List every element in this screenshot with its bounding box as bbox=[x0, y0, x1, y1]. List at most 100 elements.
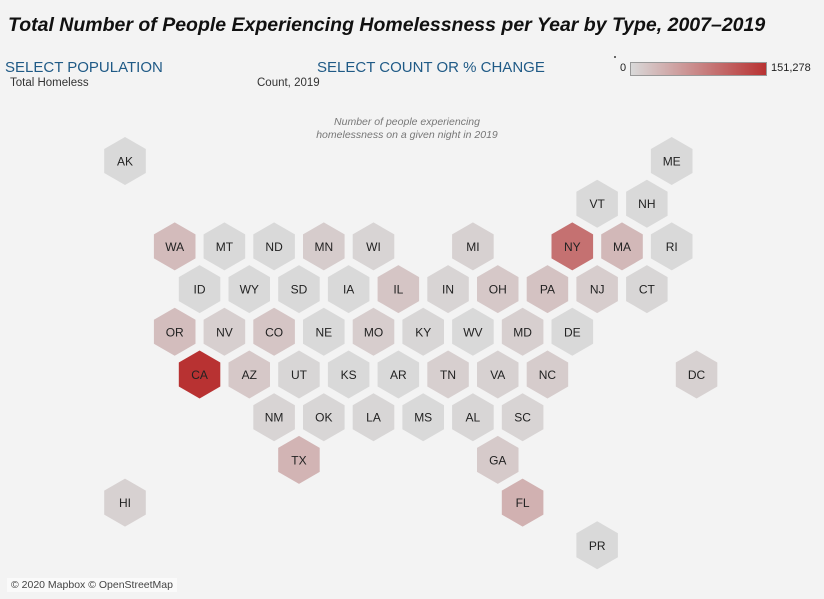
state-hex[interactable] bbox=[427, 265, 469, 314]
state-tile-ne[interactable]: NE bbox=[303, 307, 345, 356]
state-tile-tx[interactable]: TX bbox=[278, 435, 320, 484]
state-hex[interactable] bbox=[601, 222, 643, 271]
state-hex[interactable] bbox=[377, 265, 420, 314]
state-hex[interactable] bbox=[650, 137, 693, 185]
state-hex[interactable] bbox=[526, 265, 569, 314]
state-hex[interactable] bbox=[178, 265, 221, 314]
state-tile-nv[interactable]: NV bbox=[203, 307, 246, 356]
state-hex[interactable] bbox=[576, 179, 618, 228]
state-tile-mi[interactable]: MI bbox=[452, 222, 494, 271]
state-hex[interactable] bbox=[477, 435, 519, 484]
state-tile-tn[interactable]: TN bbox=[427, 350, 469, 399]
state-hex[interactable] bbox=[153, 307, 196, 356]
state-hex[interactable] bbox=[253, 307, 295, 356]
state-hex[interactable] bbox=[327, 350, 370, 399]
state-hex[interactable] bbox=[153, 222, 196, 271]
state-hex[interactable] bbox=[576, 521, 618, 570]
state-tile-la[interactable]: LA bbox=[352, 393, 395, 442]
state-tile-id[interactable]: ID bbox=[178, 265, 221, 314]
state-tile-ar[interactable]: AR bbox=[377, 350, 420, 399]
state-tile-pr[interactable]: PR bbox=[576, 521, 618, 570]
state-tile-ky[interactable]: KY bbox=[402, 307, 444, 356]
state-hex[interactable] bbox=[551, 222, 594, 271]
state-hex[interactable] bbox=[352, 307, 395, 356]
state-tile-or[interactable]: OR bbox=[153, 307, 196, 356]
state-hex[interactable] bbox=[626, 265, 668, 314]
state-hex[interactable] bbox=[427, 350, 469, 399]
state-tile-me[interactable]: ME bbox=[650, 137, 693, 185]
state-hex[interactable] bbox=[228, 350, 271, 399]
state-hex[interactable] bbox=[352, 393, 395, 442]
state-tile-de[interactable]: DE bbox=[551, 307, 594, 356]
state-tile-md[interactable]: MD bbox=[501, 307, 544, 356]
state-tile-vt[interactable]: VT bbox=[576, 179, 618, 228]
count-dropdown-value[interactable]: Count, 2019 bbox=[257, 77, 320, 89]
state-tile-va[interactable]: VA bbox=[477, 350, 519, 399]
state-hex[interactable] bbox=[303, 393, 345, 442]
state-tile-il[interactable]: IL bbox=[377, 265, 420, 314]
state-tile-nh[interactable]: NH bbox=[626, 179, 668, 228]
state-hex[interactable] bbox=[178, 350, 221, 399]
state-hex[interactable] bbox=[526, 350, 569, 399]
state-hex[interactable] bbox=[203, 222, 246, 271]
state-hex[interactable] bbox=[303, 307, 345, 356]
state-hex[interactable] bbox=[253, 393, 295, 442]
state-hex[interactable] bbox=[452, 307, 494, 356]
state-tile-pa[interactable]: PA bbox=[526, 265, 569, 314]
state-hex[interactable] bbox=[501, 478, 544, 527]
state-tile-mn[interactable]: MN bbox=[303, 222, 345, 271]
select-count-label[interactable]: SELECT COUNT OR % CHANGE bbox=[317, 59, 545, 76]
state-hex[interactable] bbox=[104, 137, 146, 185]
state-hex[interactable] bbox=[278, 350, 320, 399]
state-hex[interactable] bbox=[327, 265, 370, 314]
state-tile-nj[interactable]: NJ bbox=[576, 265, 618, 314]
state-tile-nm[interactable]: NM bbox=[253, 393, 295, 442]
state-tile-az[interactable]: AZ bbox=[228, 350, 271, 399]
state-hex[interactable] bbox=[377, 350, 420, 399]
state-tile-mt[interactable]: MT bbox=[203, 222, 246, 271]
state-hex[interactable] bbox=[576, 265, 618, 314]
state-tile-ia[interactable]: IA bbox=[327, 265, 370, 314]
state-hex[interactable] bbox=[402, 307, 444, 356]
state-hex[interactable] bbox=[402, 393, 444, 442]
state-tile-ak[interactable]: AK bbox=[104, 137, 146, 185]
state-hex[interactable] bbox=[477, 265, 519, 314]
state-hex[interactable] bbox=[352, 222, 395, 271]
state-tile-ut[interactable]: UT bbox=[278, 350, 320, 399]
state-hex[interactable] bbox=[228, 265, 271, 314]
state-tile-ny[interactable]: NY bbox=[551, 222, 594, 271]
state-hex[interactable] bbox=[551, 307, 594, 356]
state-hex[interactable] bbox=[104, 478, 146, 527]
state-tile-al[interactable]: AL bbox=[452, 393, 494, 442]
state-hex[interactable] bbox=[626, 179, 668, 228]
state-tile-in[interactable]: IN bbox=[427, 265, 469, 314]
state-tile-wi[interactable]: WI bbox=[352, 222, 395, 271]
state-hex[interactable] bbox=[452, 222, 494, 271]
state-tile-co[interactable]: CO bbox=[253, 307, 295, 356]
state-tile-ok[interactable]: OK bbox=[303, 393, 345, 442]
state-tile-ma[interactable]: MA bbox=[601, 222, 643, 271]
state-hex[interactable] bbox=[278, 265, 320, 314]
state-tile-wv[interactable]: WV bbox=[452, 307, 494, 356]
state-tile-ga[interactable]: GA bbox=[477, 435, 519, 484]
state-tile-ms[interactable]: MS bbox=[402, 393, 444, 442]
state-hex[interactable] bbox=[477, 350, 519, 399]
state-tile-sd[interactable]: SD bbox=[278, 265, 320, 314]
state-hex[interactable] bbox=[203, 307, 246, 356]
state-tile-mo[interactable]: MO bbox=[352, 307, 395, 356]
state-tile-hi[interactable]: HI bbox=[104, 478, 146, 527]
state-tile-oh[interactable]: OH bbox=[477, 265, 519, 314]
state-hex[interactable] bbox=[303, 222, 345, 271]
state-tile-ca[interactable]: CA bbox=[178, 350, 221, 399]
state-tile-nc[interactable]: NC bbox=[526, 350, 569, 399]
state-tile-ks[interactable]: KS bbox=[327, 350, 370, 399]
state-hex[interactable] bbox=[675, 350, 718, 399]
population-dropdown-value[interactable]: Total Homeless bbox=[10, 77, 89, 89]
state-tile-nd[interactable]: ND bbox=[253, 222, 295, 271]
state-tile-sc[interactable]: SC bbox=[501, 393, 544, 442]
state-tile-ri[interactable]: RI bbox=[650, 222, 693, 271]
state-hex[interactable] bbox=[501, 307, 544, 356]
state-hex[interactable] bbox=[278, 435, 320, 484]
state-tile-ct[interactable]: CT bbox=[626, 265, 668, 314]
state-tile-wy[interactable]: WY bbox=[228, 265, 271, 314]
